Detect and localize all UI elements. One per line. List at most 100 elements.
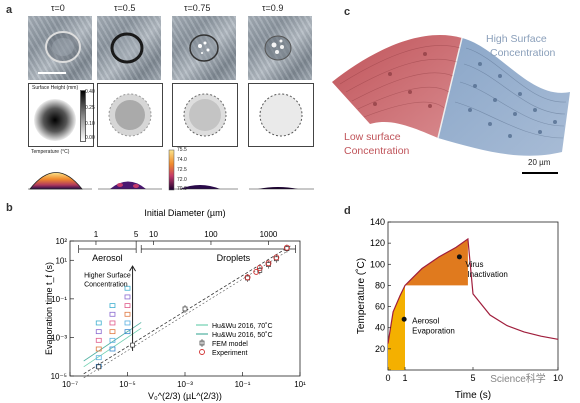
experiment-data-point <box>283 244 290 251</box>
x-tick-label: 10⁻³ <box>177 380 193 389</box>
virus-label-line2: Inactivation <box>467 270 507 279</box>
huwu-70-line <box>83 327 142 368</box>
y-tick-label: 40 <box>375 323 385 333</box>
top-tick-label: 1 <box>94 230 99 239</box>
aerosol-data-point <box>124 294 131 300</box>
fem-data-point <box>96 364 102 370</box>
y-axis-title: Evaporation time t_f (s) <box>44 262 54 355</box>
experiment-data-point <box>273 254 280 261</box>
y-tick-label: 10⁻³ <box>51 333 67 342</box>
aerosol-label-line2: Evaporation <box>412 326 455 335</box>
x-tick-label: 10⁻¹ <box>235 380 251 389</box>
aerosol-data-point <box>124 285 131 291</box>
low-concentration-line1: Low surface <box>344 131 401 143</box>
experiment-data-point <box>253 268 260 275</box>
annotation-line2: Concentration <box>84 281 128 288</box>
y-tick-label: 100 <box>370 259 385 269</box>
aerosol-marker <box>401 316 407 322</box>
top-tick-label: 1000 <box>260 230 278 239</box>
temp-tick-1: 74.0 <box>177 157 187 163</box>
legend-label: Experiment <box>212 350 247 357</box>
temp-tick-3: 72.0 <box>177 177 187 183</box>
x-tick-label: 10¹ <box>294 380 306 389</box>
height-map-2 <box>172 83 238 147</box>
panel-d-letter: d <box>344 205 351 217</box>
x-tick-label: 0 <box>385 373 390 383</box>
tau-label-2: τ=0.75 <box>184 3 211 13</box>
panel-b-letter: b <box>6 202 13 214</box>
droplet-photo-1 <box>97 16 161 80</box>
droplets-label: Droplets <box>217 253 251 263</box>
panel-a-letter: a <box>6 4 13 16</box>
height-tick-3: 0.00 <box>85 135 95 141</box>
aerosol-data-point <box>109 337 116 343</box>
aerosol-data-point <box>109 320 116 326</box>
aerosol-data-point <box>109 303 116 309</box>
aerosol-data-point <box>95 355 102 361</box>
aerosol-data-point <box>124 311 131 317</box>
temperature-profiles <box>28 149 314 191</box>
top-axis-title: Initial Diameter (µm) <box>144 208 225 218</box>
x-axis-title: Time (s) <box>455 390 491 401</box>
legend-label: Hu&Wu 2016, 70˚C <box>212 322 273 330</box>
high-concentration-line1: High Surface <box>486 33 547 45</box>
aerosol-data-point <box>95 346 102 352</box>
temperature-time-chart: 0 1 5 10 20 40 60 80 100 120 140 Time (s) Temperatur… <box>355 217 563 401</box>
concentration-arrowhead <box>129 265 136 272</box>
aerosol-data-point <box>95 329 102 335</box>
y-tick-label: 120 <box>370 238 385 248</box>
virus-inactivation-area <box>405 238 468 286</box>
y-tick-label: 10⁻⁵ <box>51 372 67 381</box>
x-tick-label: 1 <box>402 373 407 383</box>
x-tick-label: 10⁻⁷ <box>62 380 78 389</box>
surface-illustration <box>332 35 570 156</box>
aerosol-data-point <box>109 329 116 335</box>
aerosol-data-point <box>109 346 116 352</box>
high-concentration-line2: Concentration <box>490 47 556 59</box>
top-tick-label: 5 <box>134 230 139 239</box>
temp-tick-2: 72.5 <box>177 167 187 173</box>
temperature-colorbar-title: Temperature (°C) <box>31 149 70 155</box>
top-tick-label: 100 <box>204 230 218 239</box>
x-tick-label: 10 <box>553 373 563 383</box>
aerosol-evaporation-area <box>388 285 405 370</box>
aerosol-data-point <box>124 329 131 335</box>
watermark: Science科学 <box>490 372 546 385</box>
y-tick-label: 10¹ <box>55 256 67 265</box>
x-tick-label: 10⁻⁵ <box>119 380 135 389</box>
tau-label-0: τ=0 <box>51 3 65 13</box>
y-tick-label: 60 <box>375 302 385 312</box>
y-tick-label: 140 <box>370 217 385 227</box>
plot-frame <box>387 221 559 371</box>
temp-tick-0: 75.5 <box>177 147 187 153</box>
virus-marker <box>456 254 462 260</box>
droplet-photo-0 <box>28 16 92 80</box>
temperature-curve <box>387 237 559 344</box>
y-tick-label: 20 <box>375 344 385 354</box>
droplet-photo-3 <box>248 16 312 80</box>
trend-line-2 <box>83 248 292 379</box>
panel-c-letter: c <box>344 6 351 18</box>
height-map-1 <box>97 83 163 147</box>
fem-data-point <box>182 306 188 312</box>
aerosol-data-point <box>124 320 131 326</box>
height-map-0: Surface Height (mm) 0.40 0.25 0.10 0.00 <box>28 83 95 147</box>
height-colorbar <box>80 90 86 142</box>
height-map-3 <box>248 83 314 147</box>
y-tick-label: 10⁻¹ <box>51 295 67 304</box>
height-tick-0: 0.40 <box>85 89 95 95</box>
experiment-data-point <box>265 260 272 267</box>
aerosol-data-point <box>109 311 116 317</box>
experiment-data-point <box>244 274 251 281</box>
huwu-50-line <box>83 322 142 362</box>
height-tick-2: 0.10 <box>85 121 95 127</box>
temp-tick-4: 70.0 <box>177 186 187 192</box>
low-concentration-line2: Concentration <box>344 145 410 157</box>
y-tick-label: 80 <box>375 280 385 290</box>
fem-trend-line <box>83 244 292 375</box>
virus-label-line1: Virus <box>465 260 483 269</box>
y-tick-label: 10² <box>55 237 67 246</box>
aerosol-label-line1: Aerosol <box>412 316 439 325</box>
tau-label-3: τ=0.9 <box>262 3 284 13</box>
